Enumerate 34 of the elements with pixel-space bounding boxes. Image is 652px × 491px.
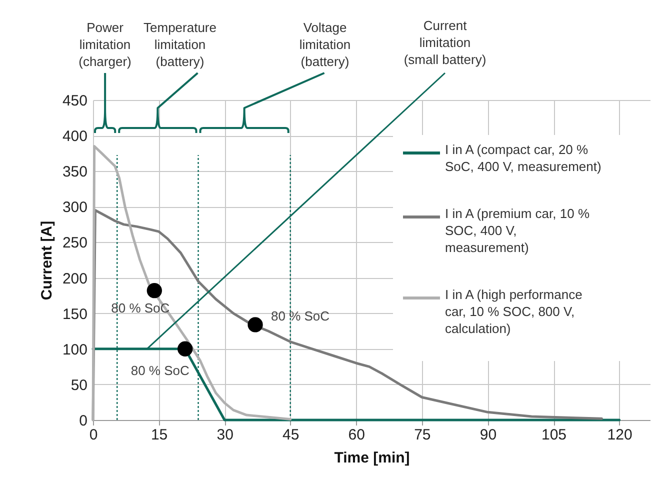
x-tick-label: 90 (480, 426, 497, 444)
x-tick-label: 30 (216, 426, 234, 444)
y-tick-label: 300 (62, 199, 88, 216)
y-tick-label: 150 (62, 306, 88, 323)
annotation: Current limitation (small battery) (404, 18, 486, 67)
x-tick-label: 45 (282, 426, 300, 444)
text: Voltage limitation (battery) (299, 20, 351, 69)
y-tick-label: 0 (79, 412, 88, 430)
x-tick-label: 60 (348, 426, 365, 444)
y-tick-label: 400 (62, 128, 88, 146)
y-tick-label: 350 (62, 164, 88, 181)
text: Power limitation (charger) (78, 20, 132, 69)
y-tick-label: 250 (62, 234, 88, 252)
y-tick-label: 200 (62, 270, 88, 288)
legend-label: I in A (high performance car, 10 % SOC, 800 V, calculation) (445, 287, 582, 336)
x-tick-label: 120 (607, 426, 632, 444)
x-tick-label: 0 (89, 426, 98, 444)
legend-label: I in A (compact car, 20 % SoC, 400 V, measurement) (445, 142, 602, 174)
y-axis-title: Current [A] (38, 220, 56, 300)
x-tick-label: 105 (541, 426, 567, 444)
point (178, 341, 193, 356)
annotation: 80 % SoC (111, 300, 170, 316)
annotation: 80 % SoC (271, 308, 330, 324)
x-tick-label: 75 (414, 426, 431, 444)
text: Temperature limitation (battery) (144, 20, 216, 69)
x-axis-title: Time [min] (334, 450, 410, 466)
point (146, 283, 162, 298)
annotation: 80 % SoC (130, 362, 190, 378)
y-tick-label: 450 (62, 92, 88, 110)
point (248, 317, 263, 332)
y-tick-label: 50 (70, 376, 88, 394)
y-tick-label: 100 (62, 341, 88, 358)
legend-label: I in A (premium car, 10 % SOC, 400 V, measurement) (445, 206, 590, 255)
x-tick-label: 15 (150, 426, 168, 444)
